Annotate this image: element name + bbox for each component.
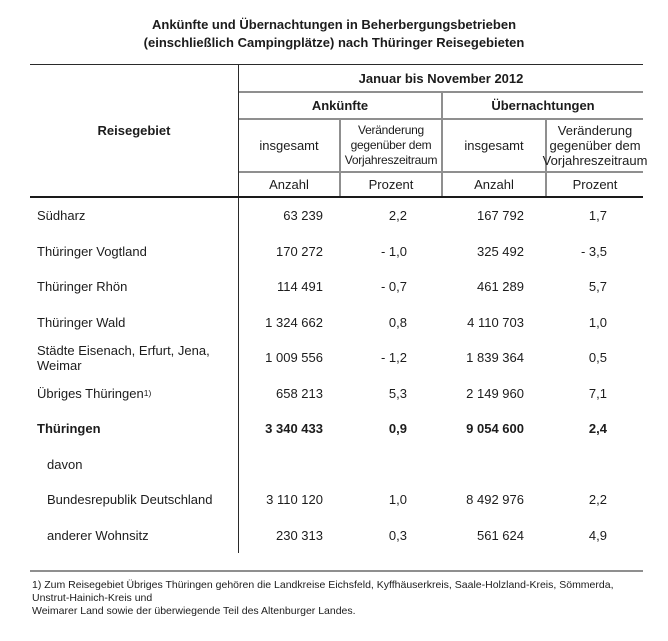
overnights-total-cell: 461 289: [477, 279, 524, 295]
arrivals-total-cell: 658 213: [276, 385, 323, 401]
subheader-ankuenfte-insgesamt: insgesamt: [239, 120, 341, 173]
arrivals-change-cell: 1,0: [388, 492, 407, 508]
column-group-uebernachtungen: Übernachtungen: [443, 93, 643, 120]
overnights-change-cell: 5,7: [588, 279, 607, 295]
arrivals-total-cell: 114 491: [276, 279, 323, 295]
overnights-total-cell: 9 054 600: [466, 421, 524, 437]
subheader-uebernachtungen-insgesamt: insgesamt: [443, 120, 547, 173]
row-label: Städte Eisenach, Erfurt, Jena, Weimar: [37, 342, 210, 373]
arrivals-total-cell: 230 313: [276, 527, 323, 543]
column-header-period: Januar bis November 2012: [239, 65, 643, 93]
overnights-change-cell: 7,1: [588, 385, 607, 401]
arrivals-change-cell: 5,3: [388, 385, 407, 401]
table-body: Südharz 63 239 2,2 167 792 1,7 Thüringer…: [30, 198, 643, 572]
overnights-total-cell: 167 792: [477, 208, 524, 224]
table-row: davon: [30, 446, 643, 482]
page: Ankünfte und Übernachtungen in Beherberg…: [0, 16, 668, 641]
arrivals-change-cell: - 0,7: [380, 279, 407, 295]
overnights-change-cell: 1,0: [588, 314, 607, 330]
row-label: Thüringer Vogtland: [37, 243, 147, 259]
arrivals-total-cell: 1 009 556: [265, 350, 323, 366]
row-label: anderer Wohnsitz: [47, 527, 149, 543]
arrivals-total-cell: 1 324 662: [265, 314, 323, 330]
arrivals-change-cell: - 1,2: [380, 350, 407, 366]
overnights-total-cell: 2 149 960: [466, 385, 524, 401]
table-row-total: Thüringen 3 340 433 0,9 9 054 600 2,4: [30, 411, 643, 447]
row-label: Bundesrepublik Deutschland: [47, 492, 213, 508]
arrivals-change-cell: 0,3: [388, 527, 407, 543]
overnights-total-cell: 4 110 703: [467, 314, 524, 330]
subheader-ankuenfte-veraenderung: Veränderung gegenüber dem Vorjahreszeitr…: [341, 120, 443, 173]
statistics-table: Reisegebiet Januar bis November 2012 Ank…: [30, 64, 647, 572]
overnights-change-cell: 2,4: [588, 421, 607, 437]
footnote: 1) Zum Reisegebiet Übriges Thüringen geh…: [32, 579, 644, 618]
overnights-change-cell: 1,7: [588, 208, 607, 224]
table-row: Thüringer Wald 1 324 662 0,8 4 110 703 1…: [30, 304, 643, 340]
column-header-reisegebiet: Reisegebiet: [30, 65, 239, 196]
overnights-change-cell: - 3,5: [580, 243, 607, 259]
table-row: anderer Wohnsitz 230 313 0,3 561 624 4,9: [30, 517, 643, 553]
table-header: Reisegebiet Januar bis November 2012 Ank…: [30, 64, 647, 198]
unit-header-prozent-2: Prozent: [572, 177, 618, 192]
title-line-1: Ankünfte und Übernachtungen in Beherberg…: [151, 17, 517, 32]
arrivals-change-cell: 0,9: [388, 421, 407, 437]
unit-header-anzahl-1: Anzahl: [239, 173, 341, 196]
arrivals-total-cell: 3 340 433: [265, 421, 323, 437]
row-label: davon: [47, 456, 83, 472]
overnights-change-cell: 4,9: [588, 527, 607, 543]
subheader-uebernachtungen-veraenderung: Veränderung gegenüber dem Vorjahreszeitr…: [543, 120, 647, 173]
footnote-line-1: 1) Zum Reisegebiet Übriges Thüringen geh…: [32, 579, 614, 604]
overnights-change-cell: 2,2: [588, 492, 607, 508]
table-row: Städte Eisenach, Erfurt, Jena, Weimar 1 …: [30, 340, 643, 376]
table-row: Thüringer Vogtland 170 272 - 1,0 325 492…: [30, 233, 643, 269]
table-row: Übriges Thüringen 1) 658 213 5,3 2 149 9…: [30, 375, 643, 411]
page-title: Ankünfte und Übernachtungen in Beherberg…: [0, 16, 668, 52]
overnights-total-cell: 8 492 976: [466, 492, 524, 508]
row-label: Thüringen: [37, 421, 101, 437]
column-group-ankuenfte: Ankünfte: [239, 93, 443, 120]
row-label: Übriges Thüringen: [37, 385, 144, 401]
table-row: Bundesrepublik Deutschland 3 110 120 1,0…: [30, 482, 643, 518]
table-row: Thüringer Rhön 114 491 - 0,7 461 289 5,7: [30, 269, 643, 305]
unit-header-prozent-1: Prozent: [341, 173, 443, 196]
arrivals-change-cell: 0,8: [388, 314, 407, 330]
overnights-total-cell: 325 492: [477, 243, 524, 259]
arrivals-change-cell: - 1,0: [380, 243, 407, 259]
arrivals-total-cell: 3 110 120: [266, 492, 323, 508]
arrivals-total-cell: 63 239: [283, 208, 323, 224]
row-label: Thüringer Rhön: [37, 279, 128, 295]
arrivals-total-cell: 170 272: [276, 243, 323, 259]
unit-header-anzahl-2: Anzahl: [443, 173, 547, 196]
overnights-total-cell: 1 839 364: [466, 350, 524, 366]
row-label: Thüringer Wald: [37, 314, 126, 330]
title-line-2: (einschließlich Campingplätze) nach Thür…: [143, 35, 525, 50]
overnights-change-cell: 0,5: [588, 350, 607, 366]
table-row: Südharz 63 239 2,2 167 792 1,7: [30, 198, 643, 234]
arrivals-change-cell: 2,2: [388, 208, 407, 224]
overnights-total-cell: 561 624: [477, 527, 524, 543]
footnote-line-2: Weimarer Land sowie der überwiegende Tei…: [32, 605, 356, 617]
row-label: Südharz: [37, 208, 86, 224]
